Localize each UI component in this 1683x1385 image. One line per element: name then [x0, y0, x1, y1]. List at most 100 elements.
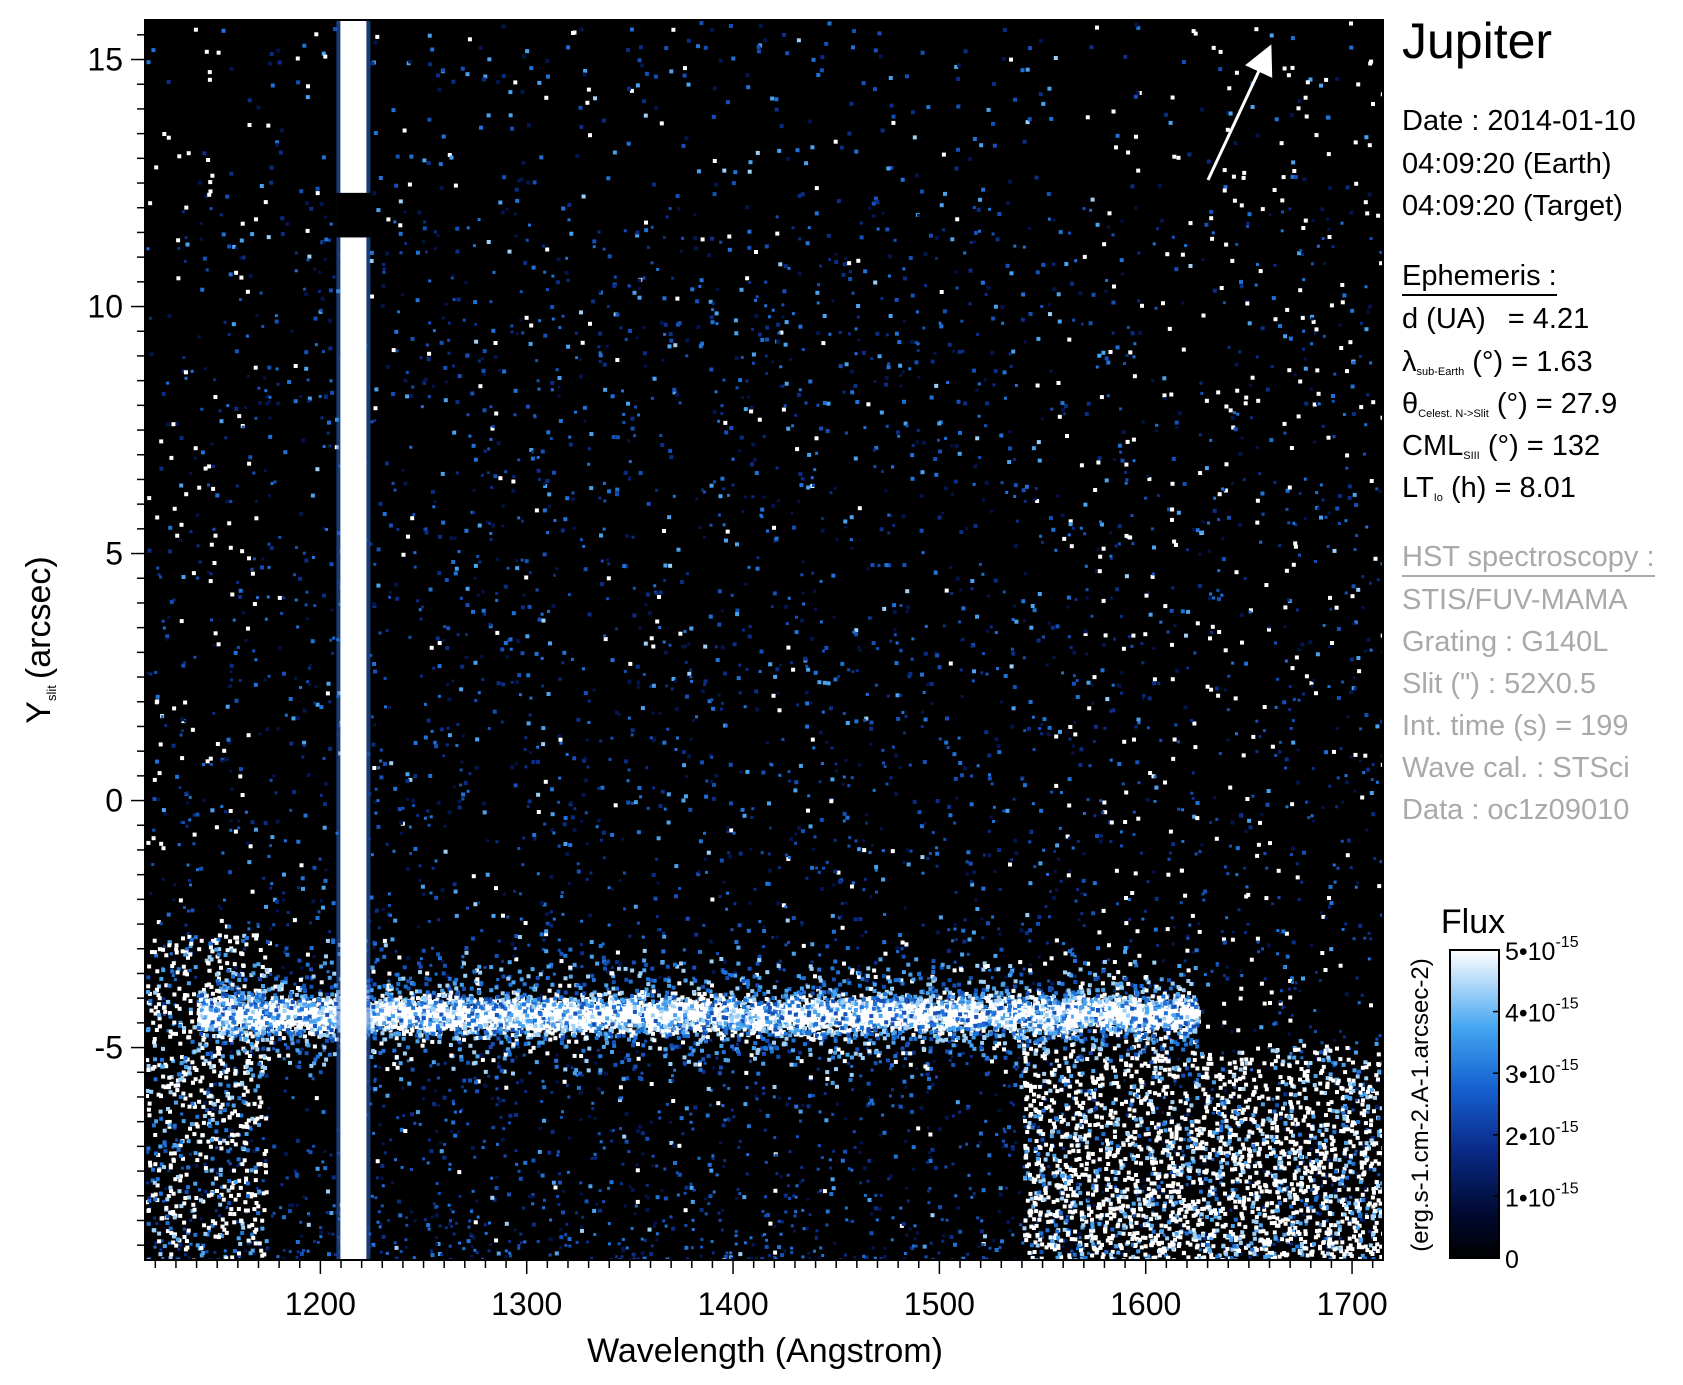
- intensity-pixel: [175, 533, 180, 538]
- intensity-pixel: [747, 634, 752, 639]
- intensity-pixel: [1356, 881, 1360, 885]
- intensity-pixel: [892, 609, 897, 614]
- intensity-pixel: [1236, 412, 1240, 416]
- intensity-pixel: [535, 588, 539, 592]
- intensity-pixel: [240, 793, 245, 797]
- intensity-pixel: [1049, 116, 1054, 121]
- intensity-pixel: [889, 103, 894, 108]
- intensity-pixel: [896, 716, 901, 721]
- intensity-pixel: [1103, 1213, 1107, 1217]
- intensity-pixel: [941, 1239, 945, 1243]
- intensity-pixel: [593, 1116, 597, 1120]
- intensity-pixel: [1268, 1001, 1272, 1005]
- intensity-pixel: [845, 815, 850, 820]
- intensity-pixel: [934, 472, 939, 477]
- intensity-pixel: [1001, 57, 1006, 61]
- intensity-pixel: [1351, 360, 1356, 365]
- intensity-pixel: [1312, 402, 1317, 407]
- intensity-pixel: [1213, 796, 1217, 800]
- intensity-pixel: [1191, 29, 1196, 34]
- intensity-pixel: [982, 498, 986, 502]
- intensity-pixel: [1172, 925, 1176, 929]
- intensity-pixel: [410, 337, 415, 341]
- intensity-pixel: [862, 848, 867, 853]
- intensity-pixel: [566, 278, 570, 282]
- intensity-pixel: [550, 924, 554, 928]
- intensity-pixel: [570, 1066, 574, 1070]
- intensity-pixel: [474, 699, 478, 703]
- intensity-pixel: [920, 1073, 924, 1077]
- intensity-pixel: [395, 596, 400, 601]
- intensity-pixel: [188, 795, 192, 799]
- intensity-pixel: [767, 852, 771, 856]
- intensity-pixel: [527, 1195, 531, 1198]
- intensity-pixel: [675, 392, 680, 397]
- intensity-pixel: [1031, 802, 1035, 806]
- intensity-pixel: [662, 236, 666, 239]
- intensity-pixel: [523, 261, 528, 265]
- intensity-pixel: [1121, 782, 1125, 786]
- intensity-pixel: [637, 295, 642, 300]
- intensity-pixel: [826, 233, 831, 238]
- intensity-pixel: [840, 914, 844, 918]
- intensity-pixel: [462, 1247, 466, 1251]
- intensity-pixel: [1073, 732, 1078, 737]
- intensity-pixel: [718, 58, 723, 63]
- intensity-pixel: [603, 637, 608, 642]
- intensity-pixel: [180, 717, 185, 722]
- intensity-pixel: [1181, 347, 1186, 352]
- intensity-pixel: [521, 863, 525, 867]
- intensity-pixel: [737, 923, 742, 928]
- intensity-pixel: [1245, 301, 1250, 306]
- intensity-pixel: [992, 383, 996, 387]
- intensity-pixel: [309, 946, 314, 951]
- intensity-pixel: [1179, 901, 1183, 905]
- intensity-pixel: [464, 656, 468, 659]
- intensity-pixel: [204, 1189, 208, 1193]
- intensity-pixel: [330, 608, 334, 612]
- intensity-pixel: [522, 54, 527, 59]
- intensity-pixel: [297, 576, 302, 581]
- intensity-pixel: [1115, 345, 1120, 350]
- intensity-pixel: [1126, 150, 1131, 155]
- intensity-pixel: [491, 913, 496, 918]
- intensity-pixel: [1099, 1103, 1104, 1108]
- intensity-pixel: [1366, 310, 1370, 314]
- intensity-pixel: [1223, 648, 1228, 653]
- intensity-pixel: [174, 1143, 179, 1148]
- intensity-pixel: [159, 575, 162, 579]
- intensity-pixel: [675, 296, 680, 301]
- intensity-pixel: [513, 413, 517, 417]
- intensity-pixel: [501, 24, 506, 29]
- intensity-pixel: [1285, 507, 1289, 511]
- intensity-pixel: [453, 1110, 457, 1114]
- intensity-pixel: [188, 968, 192, 972]
- intensity-pixel: [963, 401, 968, 406]
- intensity-pixel: [624, 1139, 629, 1144]
- intensity-pixel: [674, 748, 678, 751]
- intensity-pixel: [1171, 456, 1176, 461]
- intensity-pixel: [1190, 791, 1194, 795]
- intensity-pixel: [617, 712, 621, 716]
- intensity-pixel: [548, 504, 552, 508]
- intensity-pixel: [431, 866, 435, 870]
- intensity-pixel: [394, 183, 399, 188]
- intensity-pixel: [799, 1180, 803, 1184]
- intensity-pixel: [794, 832, 798, 836]
- intensity-pixel: [1226, 515, 1231, 520]
- intensity-pixel: [1050, 790, 1054, 794]
- intensity-pixel: [183, 906, 186, 909]
- intensity-pixel: [770, 763, 774, 767]
- intensity-pixel: [1086, 1109, 1090, 1113]
- intensity-pixel: [842, 262, 847, 267]
- intensity-pixel: [274, 319, 279, 324]
- intensity-pixel: [787, 266, 791, 270]
- intensity-pixel: [867, 1101, 871, 1105]
- intensity-pixel: [561, 206, 566, 211]
- intensity-pixel: [290, 1203, 295, 1208]
- intensity-pixel: [261, 325, 265, 328]
- intensity-pixel: [1318, 979, 1322, 982]
- intensity-pixel: [324, 215, 328, 219]
- intensity-pixel: [1283, 431, 1287, 435]
- intensity-pixel: [308, 1150, 313, 1155]
